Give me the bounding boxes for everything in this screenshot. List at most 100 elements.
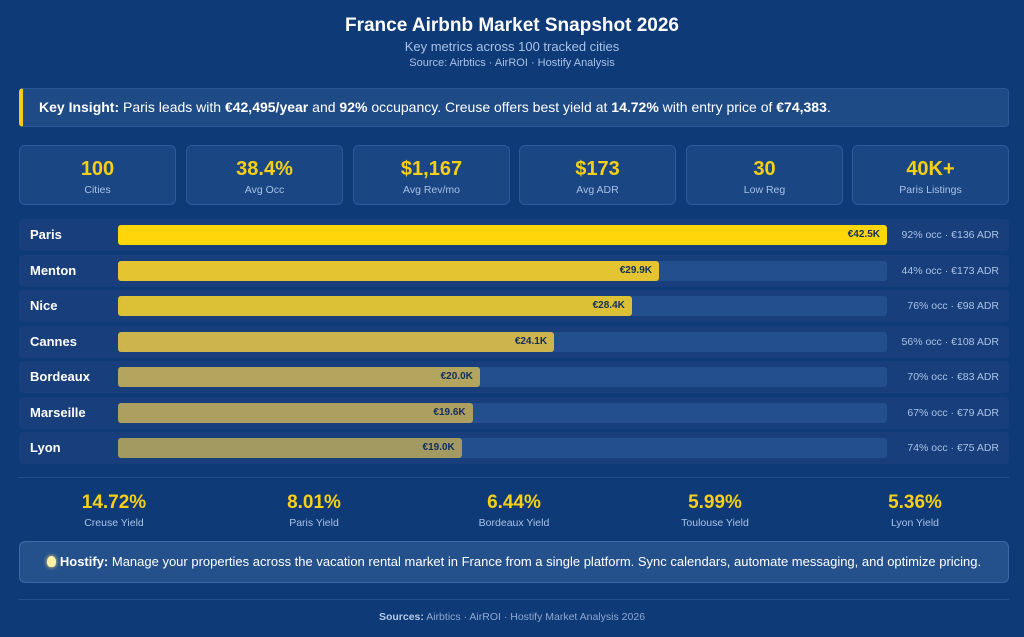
yield-item-bordeaux: 6.44% Bordeaux Yield [419,492,609,529]
bar-row-lyon: Lyon €19.0K 74% occ · €75 ADR [19,432,1009,464]
bar-track: €29.9K [118,260,887,281]
bar-annotation: 67% occ · €79 ADR [907,406,999,419]
bar-data-label: €42.5K [847,229,880,240]
lightbulb-icon [46,556,56,567]
yield-label: Creuse Yield [84,517,144,529]
page-subtitle: Key metrics across 100 tracked cities [404,39,620,54]
bar-track: €19.0K [118,438,887,458]
stats-row: 100 Cities 38.4% Avg Occ $1,167 Avg Rev/… [19,145,1009,205]
yield-label: Bordeaux Yield [478,517,550,529]
bar: €19.0K [118,438,462,458]
bar: €19.6K [118,402,473,423]
insight-creuse-yield: 14.72% [611,99,659,115]
yield-value: 5.99% [688,492,742,513]
footer-label: Sources: [378,611,424,623]
bar-row-nice: Nice €28.4K 76% occ · €98 ADR [19,290,1009,322]
bar-row-cannes: Cannes €24.1K 56% occ · €108 ADR [19,325,1009,358]
bar-annotation: 44% occ · €173 ADR [901,264,999,277]
key-insight-banner: Key Insight: Paris leads with €42,495/ye… [19,88,1009,127]
bar-category-label: Paris [30,227,62,242]
yield-item-toulouse: 5.99% Toulouse Yield [620,492,810,529]
bar-category-label: Lyon [30,440,61,455]
bar-row-bordeaux: Bordeaux €20.0K 70% occ · €83 ADR [19,361,1009,393]
bar-annotation: 92% occ · €136 ADR [901,229,999,241]
bar-category-label: Cannes [30,333,77,349]
stat-value: $173 [575,158,620,180]
bar: €24.1K [118,331,555,352]
yield-label: Lyon Yield [890,517,940,529]
hostify-promo-banner: Hostify: Manage your properties across t… [19,541,1009,583]
stat-card-avg-rev: $1,167 Avg Rev/mo [353,145,510,205]
bar: €42.5K [118,225,887,245]
bar-category-label: Nice [30,298,58,313]
bar-annotation: 56% occ · €108 ADR [901,335,999,348]
stat-card-avg-adr: $173 Avg ADR [519,145,676,205]
divider [19,477,1009,478]
insight-entry-price: €74,383 [776,99,827,115]
header: France Airbnb Market Snapshot 2026 Key m… [0,14,1024,70]
stat-label: Avg ADR [576,184,619,196]
stat-label: Cities [84,184,111,196]
bar-category-label: Bordeaux [30,369,90,384]
insight-paris-revenue: €42,495/year [224,99,309,115]
yield-label: Paris Yield [289,517,339,529]
bar-data-label: €20.0K [440,371,473,382]
insight-text: . [826,99,831,115]
bar-annotation: 76% occ · €98 ADR [907,300,999,312]
divider [19,599,1009,600]
bar: €20.0K [118,367,480,387]
bar-row-marseille: Marseille €19.6K 67% occ · €79 ADR [19,396,1009,429]
bar-annotation: 74% occ · €75 ADR [907,442,999,454]
stat-card-cities: 100 Cities [19,145,176,205]
bar: €28.4K [118,296,632,316]
yield-value: 8.01% [287,492,341,513]
bar: €29.9K [118,260,659,281]
promo-label: Hostify: [59,554,109,569]
insight-paris-occupancy: 92% [339,99,368,115]
yield-item-paris: 8.01% Paris Yield [219,492,409,529]
insight-text: with entry price of [658,99,777,115]
yield-value: 5.36% [888,492,942,513]
yield-value: 14.72% [81,492,147,513]
bar-data-label: €24.1K [514,335,548,347]
bar-track: €42.5K [118,225,887,245]
yield-label: Toulouse Yield [681,517,749,529]
yields-row: 14.72% Creuse Yield 8.01% Paris Yield 6.… [19,492,1009,532]
promo-text: Manage your properties across the vacati… [108,554,982,569]
stat-value: $1,167 [400,158,463,180]
page-title: France Airbnb Market Snapshot 2026 [344,15,679,36]
bar-data-label: €19.6K [433,406,466,418]
bar-track: €28.4K [118,296,887,316]
bar-category-label: Menton [30,262,77,278]
bar-track: €24.1K [118,331,887,352]
stat-card-low-reg: 30 Low Reg [686,145,843,205]
yield-value: 6.44% [487,492,541,513]
bar-annotation: 70% occ · €83 ADR [907,371,999,383]
stat-label: Paris Listings [899,184,962,196]
insight-text: occupancy. Creuse offers best yield at [367,99,612,115]
stat-value: 30 [753,158,776,180]
bar-data-label: €29.9K [619,264,652,276]
bar-track: €19.6K [118,402,887,423]
bar-data-label: €28.4K [592,300,625,311]
stat-value: 38.4% [236,158,293,180]
bar-data-label: €19.0K [422,442,455,453]
stat-card-avg-occ: 38.4% Avg Occ [186,145,343,205]
bar-row-menton: Menton €29.9K 44% occ · €173 ADR [19,254,1009,287]
insight-text: and [308,99,340,115]
source-line: Source: Airbtics · AirROI · Hostify Anal… [409,57,615,69]
stat-label: Avg Rev/mo [403,184,460,196]
bar-track: €20.0K [118,367,887,387]
footer-text: Airbtics · AirROI · Hostify Market Analy… [423,611,646,623]
footer: Sources: Airbtics · AirROI · Hostify Mar… [0,611,1024,623]
bar-row-paris: Paris €42.5K 92% occ · €136 ADR [19,219,1009,251]
insight-text: Paris leads with [119,99,225,115]
stat-value: 40K+ [906,158,955,180]
stat-label: Low Reg [743,184,786,196]
yield-item-creuse: 14.72% Creuse Yield [19,492,209,529]
yield-item-lyon: 5.36% Lyon Yield [820,492,1010,529]
stat-value: 100 [80,158,115,180]
stat-label: Avg Occ [244,184,285,196]
insight-label: Key Insight: [39,99,120,115]
stat-card-paris-listings: 40K+ Paris Listings [852,145,1009,205]
